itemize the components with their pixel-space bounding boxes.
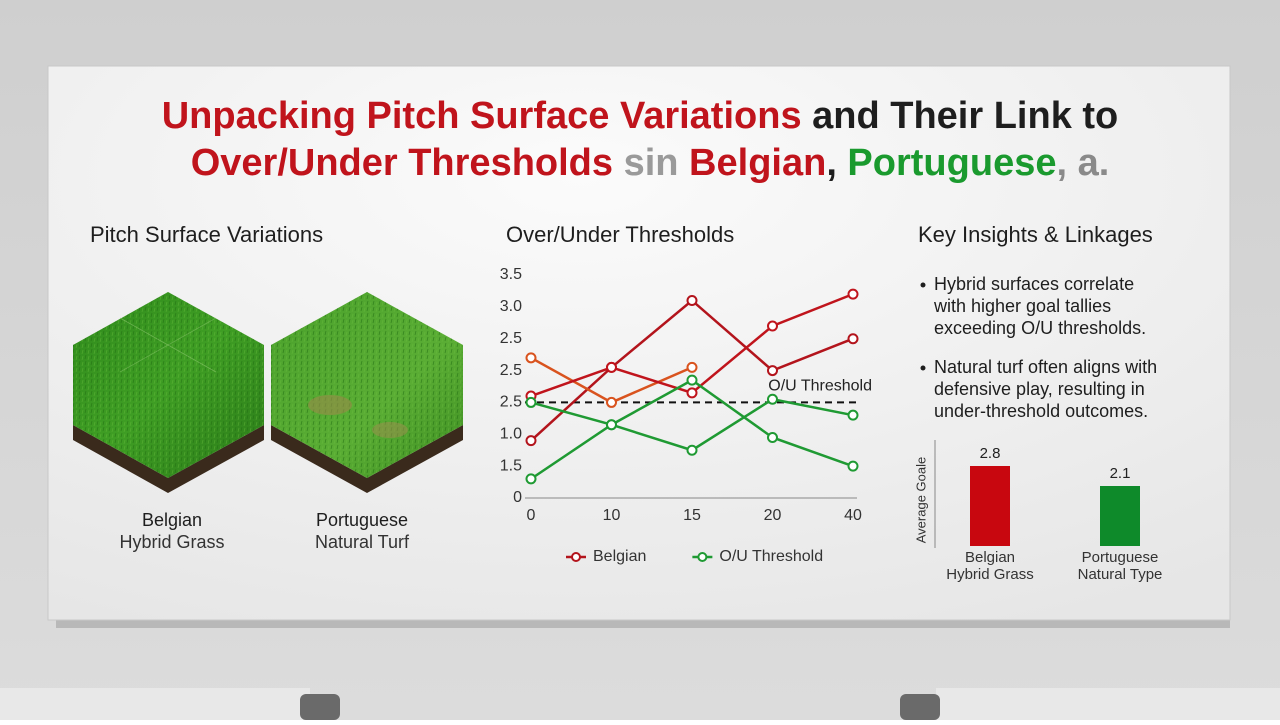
title-segment: and Their Link to	[802, 95, 1119, 137]
bar	[1100, 486, 1140, 546]
data-point	[847, 460, 859, 472]
data-point	[606, 361, 617, 373]
surface-name: Portuguese	[316, 510, 408, 530]
bullet-dot	[920, 282, 926, 288]
bullet-dot	[920, 365, 926, 371]
data-point	[525, 396, 537, 408]
table-right	[936, 688, 1280, 720]
table-left	[0, 688, 310, 720]
legend-marker	[697, 552, 708, 562]
bar-value-label: 2.1	[1110, 465, 1131, 482]
pitch-tile	[73, 292, 264, 493]
threshold-label: O/U Threshold	[768, 378, 872, 395]
y-tick-label: 0	[513, 489, 522, 506]
data-point	[606, 419, 617, 431]
data-point	[847, 333, 859, 345]
data-point	[767, 320, 778, 332]
data-point	[847, 409, 859, 421]
title-segment: Belgian	[679, 142, 827, 184]
insight-text: under-threshold outcomes.	[934, 401, 1148, 421]
title-segment: sin	[613, 142, 678, 184]
x-tick-label: 40	[844, 507, 862, 524]
legend-marker	[571, 552, 581, 562]
data-point	[686, 387, 698, 399]
legend-label: Belgian	[593, 548, 646, 565]
x-tick-label: Belgian	[965, 549, 1015, 566]
title-segment: Portuguese	[837, 142, 1057, 184]
board-shadow	[56, 620, 1230, 628]
surface-type: Hybrid Grass	[119, 532, 224, 552]
y-tick-label: 1.5	[500, 457, 522, 474]
insight-text: Hybrid surfaces correlate	[934, 274, 1134, 294]
data-point	[767, 393, 778, 405]
data-point	[847, 288, 859, 300]
x-tick-label: Portuguese	[1082, 549, 1159, 566]
x-tick-label: 20	[764, 507, 782, 524]
y-axis-label: Average Goale	[913, 457, 928, 544]
x-tick-label: Hybrid Grass	[946, 566, 1034, 583]
bar-value-label: 2.8	[980, 445, 1001, 462]
title-segment: ,	[826, 142, 837, 184]
x-tick-label: 15	[683, 507, 701, 524]
chair-left	[300, 694, 340, 720]
data-point	[686, 361, 698, 373]
y-tick-label: 2.5	[500, 394, 522, 411]
y-tick-label: 2.5	[500, 330, 522, 347]
section-heading: Key Insights & Linkages	[918, 222, 1153, 247]
x-tick-label: Natural Type	[1078, 566, 1163, 583]
data-point	[686, 444, 698, 456]
y-tick-label: 3.5	[500, 266, 522, 283]
data-point	[525, 435, 537, 447]
y-tick-label: 3.0	[500, 298, 522, 315]
data-point	[767, 431, 778, 443]
title-segment: Unpacking Pitch Surface Variations	[162, 95, 802, 137]
data-point	[686, 294, 698, 306]
data-point	[606, 396, 617, 408]
insight-text: exceeding O/U thresholds.	[934, 318, 1146, 338]
data-point	[525, 352, 537, 364]
pitch-tile	[271, 292, 463, 493]
insight-text: Natural turf often aligns with	[934, 357, 1157, 377]
chair-right	[900, 694, 940, 720]
title-line: Unpacking Pitch Surface Variations and T…	[162, 95, 1119, 137]
surface-type: Natural Turf	[315, 532, 410, 552]
insight-text: defensive play, resulting in	[934, 379, 1145, 399]
x-tick-label: 0	[527, 507, 536, 524]
chart-title: Over/Under Thresholds	[506, 222, 734, 247]
title-line: Over/Under Thresholds sin Belgian, Portu…	[191, 142, 1110, 184]
insight-text: with higher goal tallies	[933, 296, 1111, 316]
bar	[970, 466, 1010, 546]
surface-name: Belgian	[142, 510, 202, 530]
title-segment: Over/Under Thresholds	[191, 142, 613, 184]
data-point	[525, 473, 537, 485]
y-tick-label: 1.0	[500, 426, 522, 443]
x-tick-label: 10	[603, 507, 621, 524]
data-point	[686, 374, 698, 386]
y-tick-label: 2.5	[500, 362, 522, 379]
section-heading: Pitch Surface Variations	[90, 222, 323, 247]
title-segment: , a.	[1056, 142, 1109, 184]
data-point	[767, 365, 778, 377]
legend-label: O/U Threshold	[719, 548, 823, 565]
